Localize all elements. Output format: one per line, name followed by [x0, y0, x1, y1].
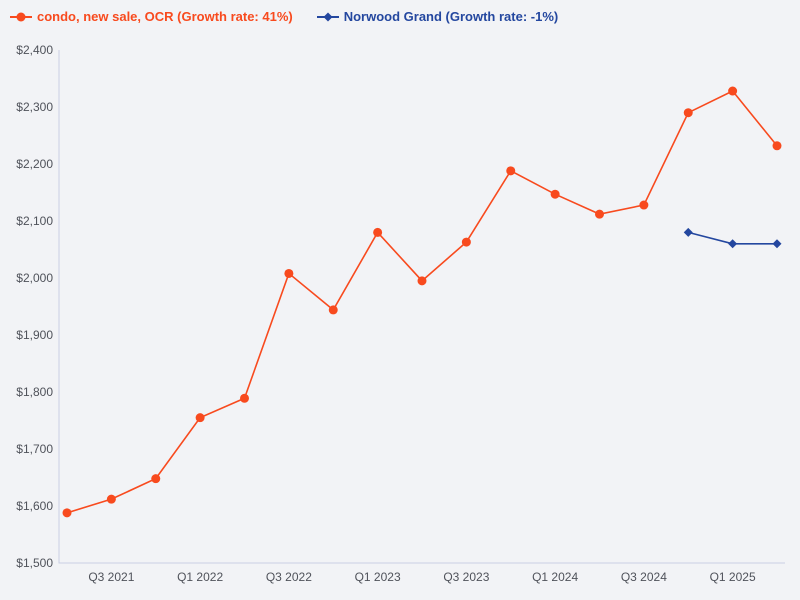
chart-legend: condo, new sale, OCR (Growth rate: 41%) … — [10, 9, 558, 24]
x-tick-label: Q1 2022 — [177, 570, 223, 584]
data-point-circle[interactable] — [240, 393, 249, 403]
y-tick-label: $1,600 — [16, 499, 53, 513]
y-tick-label: $2,300 — [16, 100, 53, 114]
y-tick-label: $1,700 — [16, 442, 53, 456]
y-tick-label: $2,100 — [16, 214, 53, 228]
data-point-circle[interactable] — [62, 508, 72, 518]
data-point-circle[interactable] — [284, 268, 294, 278]
data-point-circle[interactable] — [417, 276, 427, 286]
legend-label: Norwood Grand (Growth rate: -1%) — [343, 9, 559, 24]
data-point-circle[interactable] — [728, 86, 738, 96]
legend-item-condo-new-sale-ocr[interactable]: condo, new sale, OCR (Growth rate: 41%) — [10, 9, 293, 24]
data-point-diamond[interactable] — [772, 239, 782, 249]
data-point-circle[interactable] — [373, 227, 383, 237]
data-point-circle[interactable] — [106, 494, 116, 504]
series-line-condo-new-sale-ocr — [66, 90, 778, 514]
legend-circle-marker-icon — [10, 11, 32, 23]
x-tick-label: Q3 2023 — [443, 570, 489, 584]
data-point-diamond[interactable] — [728, 239, 738, 249]
data-point-circle[interactable] — [506, 166, 516, 176]
data-point-circle[interactable] — [550, 189, 560, 199]
data-point-circle[interactable] — [195, 413, 205, 423]
data-point-circle[interactable] — [639, 200, 649, 210]
y-tick-label: $1,900 — [16, 328, 53, 342]
legend-diamond-marker-icon — [316, 11, 339, 23]
y-tick-label: $2,200 — [16, 157, 53, 171]
data-point-circle[interactable] — [328, 305, 338, 315]
data-point-diamond[interactable] — [683, 227, 693, 237]
y-tick-label: $2,000 — [16, 271, 53, 285]
data-point-circle[interactable] — [595, 209, 604, 219]
legend-item-norwood-grand[interactable]: Norwood Grand (Growth rate: -1%) — [316, 9, 559, 24]
x-tick-label: Q1 2024 — [532, 570, 578, 584]
y-tick-label: $2,400 — [16, 43, 53, 57]
x-tick-label: Q3 2024 — [621, 570, 667, 584]
y-tick-label: $1,500 — [16, 556, 53, 570]
data-point-circle[interactable] — [461, 237, 471, 247]
data-point-circle[interactable] — [772, 141, 782, 151]
legend-label: condo, new sale, OCR (Growth rate: 41%) — [37, 9, 293, 24]
axis-lines — [58, 50, 785, 564]
y-tick-label: $1,800 — [16, 385, 53, 399]
data-point-circle[interactable] — [683, 108, 693, 118]
data-point-circle[interactable] — [151, 474, 161, 484]
x-tick-label: Q1 2025 — [710, 570, 756, 584]
x-tick-label: Q3 2021 — [88, 570, 134, 584]
x-tick-label: Q3 2022 — [266, 570, 312, 584]
x-tick-label: Q1 2023 — [355, 570, 401, 584]
